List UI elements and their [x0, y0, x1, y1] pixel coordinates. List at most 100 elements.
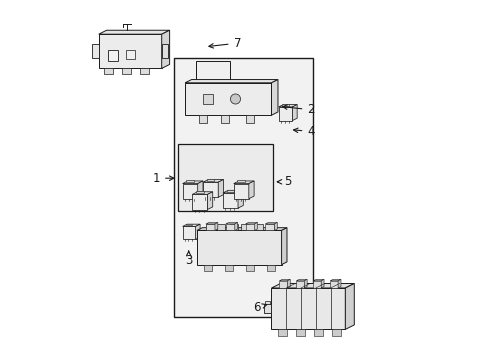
Polygon shape — [265, 222, 277, 224]
Bar — [203, 94, 213, 104]
Bar — [107, 50, 118, 61]
Polygon shape — [248, 181, 254, 199]
Polygon shape — [162, 44, 168, 58]
Polygon shape — [287, 279, 289, 288]
Polygon shape — [281, 228, 286, 265]
Text: 7: 7 — [208, 37, 241, 50]
Bar — [266, 265, 274, 271]
Bar — [254, 224, 263, 230]
Polygon shape — [279, 279, 289, 281]
Polygon shape — [292, 104, 297, 121]
Bar — [186, 180, 194, 182]
Polygon shape — [274, 222, 277, 230]
Polygon shape — [162, 30, 169, 68]
Polygon shape — [203, 182, 218, 197]
Bar — [125, 50, 134, 59]
Polygon shape — [197, 230, 281, 265]
Text: 5: 5 — [277, 175, 291, 188]
Polygon shape — [197, 181, 203, 199]
Polygon shape — [279, 281, 287, 288]
Polygon shape — [223, 190, 243, 193]
Polygon shape — [238, 190, 243, 208]
Bar — [174, 58, 312, 317]
Polygon shape — [233, 181, 254, 184]
Bar — [282, 104, 288, 106]
Polygon shape — [345, 284, 354, 329]
Bar — [241, 224, 249, 230]
Bar — [140, 68, 149, 74]
Text: 6: 6 — [253, 301, 266, 314]
Bar — [196, 61, 230, 81]
Polygon shape — [245, 224, 254, 230]
Polygon shape — [234, 222, 237, 230]
Polygon shape — [99, 30, 169, 34]
Polygon shape — [329, 279, 340, 281]
Bar — [196, 191, 203, 193]
Bar — [295, 329, 305, 336]
Bar — [331, 329, 340, 336]
Polygon shape — [92, 44, 99, 58]
Polygon shape — [215, 222, 218, 230]
Polygon shape — [271, 288, 345, 329]
Polygon shape — [197, 228, 286, 230]
Bar — [206, 179, 214, 181]
Text: 4: 4 — [293, 125, 314, 138]
Bar — [216, 224, 224, 230]
Bar — [265, 224, 273, 230]
Bar — [104, 68, 113, 74]
Polygon shape — [218, 180, 223, 197]
Polygon shape — [296, 281, 304, 288]
Bar — [205, 224, 213, 230]
Polygon shape — [278, 107, 292, 121]
Polygon shape — [271, 284, 354, 288]
Bar — [230, 224, 238, 230]
Polygon shape — [182, 226, 195, 239]
Polygon shape — [265, 224, 274, 230]
Text: 2: 2 — [282, 103, 314, 116]
Polygon shape — [207, 192, 212, 210]
Bar — [122, 68, 131, 74]
Bar — [237, 180, 244, 182]
Bar — [313, 329, 322, 336]
Bar — [204, 265, 212, 271]
Polygon shape — [271, 80, 277, 115]
Bar — [199, 115, 207, 123]
Polygon shape — [329, 281, 337, 288]
Polygon shape — [182, 224, 200, 226]
Bar — [224, 265, 232, 271]
Polygon shape — [278, 104, 297, 107]
Polygon shape — [245, 222, 257, 224]
Circle shape — [230, 94, 240, 104]
Bar — [277, 329, 286, 336]
Bar — [265, 301, 270, 304]
Polygon shape — [223, 193, 238, 208]
Bar — [246, 115, 254, 123]
Bar — [221, 115, 228, 123]
Polygon shape — [195, 224, 200, 239]
Polygon shape — [205, 224, 215, 230]
Polygon shape — [313, 279, 324, 281]
Text: 1: 1 — [152, 172, 174, 185]
Polygon shape — [192, 192, 212, 194]
Polygon shape — [304, 279, 306, 288]
Text: 3: 3 — [184, 251, 192, 267]
Polygon shape — [296, 279, 306, 281]
Polygon shape — [203, 180, 223, 182]
Polygon shape — [254, 222, 257, 230]
Polygon shape — [185, 80, 277, 83]
Polygon shape — [192, 194, 207, 210]
Bar — [264, 304, 271, 313]
Polygon shape — [337, 279, 340, 288]
Bar — [185, 224, 192, 225]
Polygon shape — [321, 279, 324, 288]
Bar — [226, 190, 234, 192]
Polygon shape — [225, 222, 237, 224]
Polygon shape — [205, 222, 218, 224]
Polygon shape — [233, 184, 248, 199]
Bar — [178, 144, 273, 211]
Bar — [245, 265, 253, 271]
Polygon shape — [225, 224, 234, 230]
Polygon shape — [182, 184, 197, 199]
Polygon shape — [313, 281, 321, 288]
Polygon shape — [182, 181, 203, 184]
